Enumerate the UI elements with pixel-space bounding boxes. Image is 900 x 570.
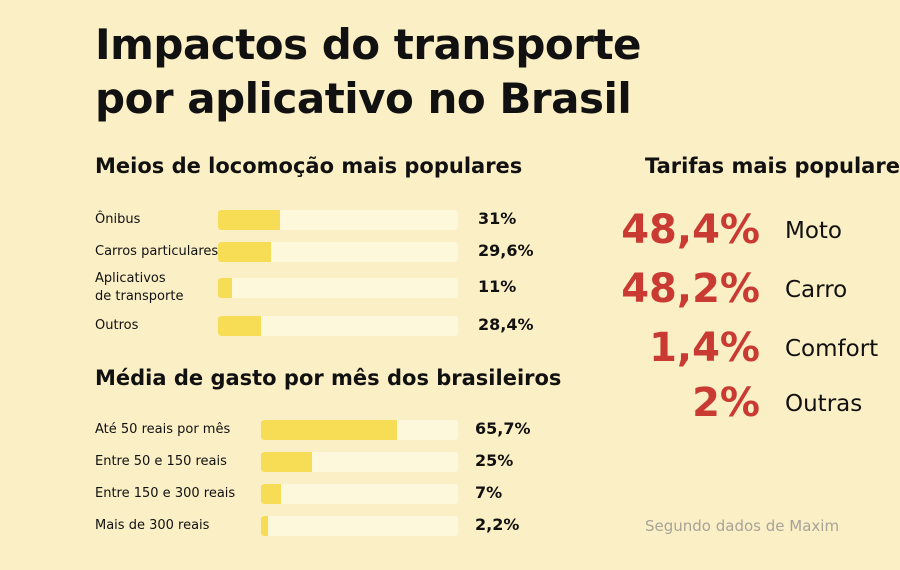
- bar-value-label: 28,4%: [478, 315, 534, 334]
- bar: [261, 452, 313, 472]
- bar: [218, 278, 233, 298]
- bar-label: Outros: [95, 318, 139, 333]
- bar-label: Aplicativos de transporte: [95, 271, 184, 304]
- bar: [218, 242, 271, 262]
- bar-value-label: 31%: [478, 209, 517, 228]
- tariff-name: Moto: [785, 218, 843, 244]
- bar-label: Entre 50 e 150 reais: [95, 454, 227, 469]
- tariff-name: Comfort: [785, 336, 879, 362]
- bar-value-label: 65,7%: [475, 419, 531, 438]
- bar-value-label: 11%: [478, 277, 517, 296]
- chart-3-title: Tarifas mais populares: [645, 154, 900, 178]
- bar-label: Ônibus: [95, 212, 141, 227]
- tariff-value: 1,4%: [649, 325, 760, 371]
- tariff-name: Carro: [785, 277, 848, 303]
- bar: [261, 516, 268, 536]
- bar-label: Até 50 reais por mês: [95, 422, 231, 437]
- tariff-value: 48,4%: [621, 207, 760, 253]
- bar-track: [218, 278, 458, 298]
- bar-track: [261, 420, 458, 440]
- bar: [218, 210, 281, 230]
- bar-label: Mais de 300 reais: [95, 518, 210, 533]
- bar-value-label: 29,6%: [478, 241, 534, 260]
- bar-track: [218, 210, 458, 230]
- tariff-name: Outras: [785, 391, 863, 417]
- title-line-2: por aplicativo no Brasil: [95, 74, 632, 123]
- bar-value-label: 2,2%: [475, 515, 520, 534]
- bar-track: [218, 316, 458, 336]
- bar: [261, 484, 281, 504]
- tariff-value: 2%: [692, 380, 760, 426]
- bar-label: Carros particulares: [95, 244, 219, 259]
- bar: [218, 316, 262, 336]
- source-note: Segundo dados de Maxim: [645, 517, 840, 535]
- title-line-1: Impactos do transporte: [95, 20, 642, 69]
- bar-label: Entre 150 e 300 reais: [95, 486, 236, 501]
- bar-track: [218, 242, 458, 262]
- tariff-value: 48,2%: [621, 266, 760, 312]
- bar-track: [261, 452, 458, 472]
- bar: [261, 420, 397, 440]
- chart-1-title: Meios de locomoção mais populares: [95, 154, 523, 178]
- page-title: Impactos do transporte por aplicativo no…: [95, 18, 642, 126]
- chart-2-title: Média de gasto por mês dos brasileiros: [95, 366, 562, 390]
- bar-value-label: 7%: [475, 483, 503, 502]
- bar-value-label: 25%: [475, 451, 514, 470]
- bar-track: [261, 516, 458, 536]
- bar-track: [261, 484, 458, 504]
